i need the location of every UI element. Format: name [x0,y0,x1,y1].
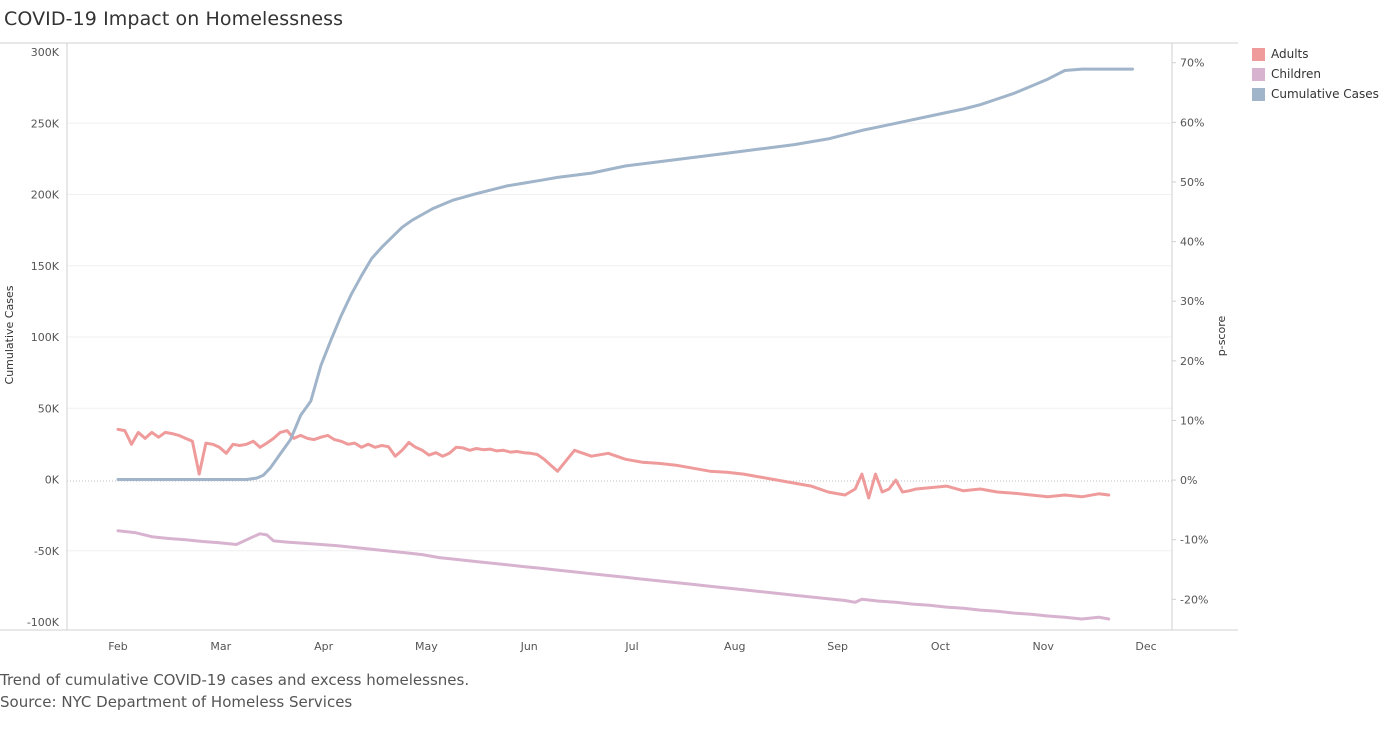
right-axis-tick-label: 0% [1180,474,1197,487]
legend-swatch [1252,47,1265,61]
series-line-adults[interactable] [116,427,1111,500]
series-line-cumulative-cases[interactable] [116,67,1134,481]
left-axis-tick-label: -100K [27,616,60,629]
left-axis-tick-label: 0K [45,474,60,487]
series-line-children[interactable] [116,529,1111,621]
right-axis-tick-label: 70% [1180,57,1204,70]
caption-trend: Trend of cumulative COVID-19 cases and e… [0,671,470,689]
legend-item-cumulative-cases[interactable]: Cumulative Cases [1252,84,1379,104]
x-axis-tick-label: Aug [724,640,745,653]
plot-frame [0,42,1238,631]
x-axis-tick-label: Dec [1135,640,1156,653]
left-axis-tick-label: -50K [34,545,60,558]
chart-title: COVID-19 Impact on Homelessness [4,8,344,30]
left-axis-tick-label: 250K [31,117,60,130]
x-axis-tick-label: Jun [520,640,538,653]
right-axis-tick-label: -20% [1180,593,1208,606]
x-axis-tick-label: Mar [210,640,231,653]
right-axis-tick-label: -10% [1180,534,1208,547]
right-axis-ticks: 70% 60% 50% 40% 30% 20% 10% 0% -10% -20% [1172,57,1208,606]
left-axis-tick-label: 300K [31,46,60,59]
right-axis-tick-label: 20% [1180,355,1204,368]
right-axis-tick-label: 10% [1180,414,1204,427]
x-axis-tick-label: May [415,640,438,653]
x-axis-tick-label: Oct [931,640,951,653]
legend: Adults Children Cumulative Cases [1252,44,1379,104]
legend-item-children[interactable]: Children [1252,64,1379,84]
right-axis-label: p-score [1215,316,1228,357]
caption-source: Source: NYC Department of Homeless Servi… [0,693,353,711]
x-axis-tick-label: Feb [108,640,127,653]
right-axis-tick-label: 50% [1180,176,1204,189]
x-axis-tick-label: Sep [827,640,848,653]
left-axis-label: Cumulative Cases [3,285,16,384]
left-axis-tick-label: 50K [38,402,60,415]
left-axis-tick-label: 100K [31,331,60,344]
x-axis-tick-label: Apr [314,640,334,653]
grid-layer [67,122,1172,552]
left-axis-ticks: 300K 250K 200K 150K 100K 50K 0K -50K -100K [27,46,60,629]
legend-label: Cumulative Cases [1271,87,1379,101]
series-layer [116,67,1134,621]
x-axis-tick-label: Nov [1032,640,1054,653]
x-axis-ticks: Feb Mar Apr May Jun Jul Aug Sep Oct Nov Dec [108,640,1156,653]
legend-swatch [1252,87,1265,101]
legend-item-adults[interactable]: Adults [1252,44,1379,64]
left-axis-tick-label: 200K [31,189,60,202]
legend-label: Adults [1271,47,1309,61]
right-axis-tick-label: 40% [1180,236,1204,249]
x-axis-tick-label: Jul [624,640,638,653]
left-axis-tick-label: 150K [31,260,60,273]
right-axis-tick-label: 30% [1180,295,1204,308]
legend-label: Children [1271,67,1321,81]
legend-swatch [1252,67,1265,81]
right-axis-tick-label: 60% [1180,116,1204,129]
